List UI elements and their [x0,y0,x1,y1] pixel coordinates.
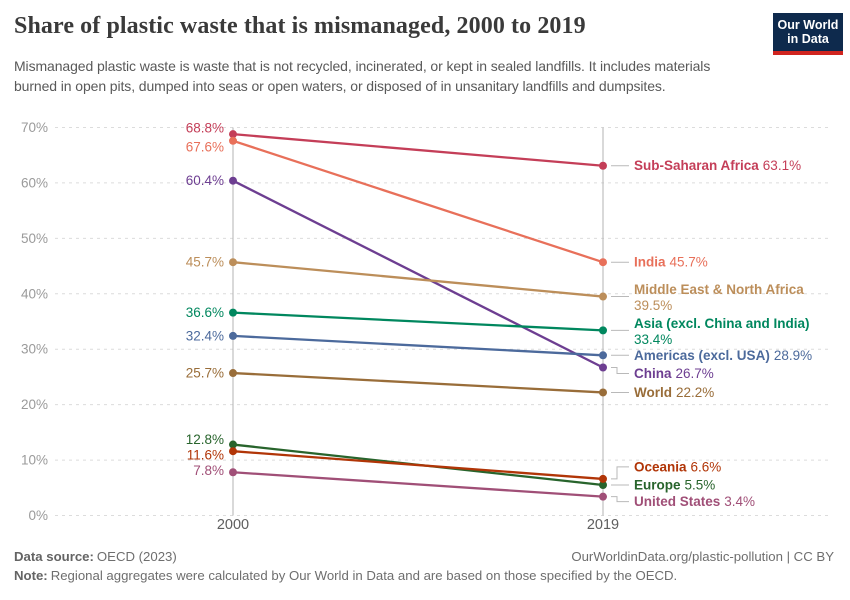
series-start-value-label: 36.6% [186,305,224,320]
series-line[interactable] [232,471,604,498]
series-start-value-label: 60.4% [186,173,224,188]
data-point-end[interactable] [599,481,607,490]
data-point-end[interactable] [599,363,607,372]
year-label: 2019 [587,517,619,533]
data-source-label: Data source: [14,549,94,564]
series-end-label: India 45.7% [634,255,708,270]
series-world[interactable]: 25.7% World 22.2% [186,366,715,400]
y-tick-label: 30% [21,342,48,357]
note: Note: Regional aggregates were calculated… [14,568,677,583]
y-tick-label: 40% [21,286,48,301]
series-line[interactable] [232,311,604,332]
data-point-start[interactable] [229,130,237,139]
data-point-start[interactable] [229,440,237,449]
y-tick-label: 20% [21,397,48,412]
data-point-end[interactable] [599,351,607,360]
series-name-label: Middle East & North Africa [634,282,804,297]
series-start-value-label: 67.6% [186,139,224,154]
citation-link[interactable]: OurWorldinData.org/plastic-pollution | C… [571,549,834,564]
series-sub-saharan-africa[interactable]: 68.8% Sub-Saharan Africa 63.1% [186,121,801,174]
data-point-end[interactable] [599,388,607,397]
series-line[interactable] [232,261,604,298]
series-line[interactable] [232,133,604,167]
series-oceania[interactable]: 11.6% Oceania 6.6% [187,447,722,483]
data-point-end[interactable] [599,258,607,267]
chart-subtitle: Mismanaged plastic waste is waste that i… [14,58,711,94]
data-point-start[interactable] [229,331,237,340]
chart-title: Share of plastic waste that is mismanage… [14,13,586,39]
series-end-value-label: 39.5% [634,298,672,313]
data-point-start[interactable] [229,136,237,145]
note-label: Note: [14,567,48,583]
series-end-label: Europe 5.5% [634,478,715,493]
owid-logo[interactable]: Our World in Data [773,13,843,55]
data-point-end[interactable] [599,326,607,335]
series-india[interactable]: 67.6% India 45.7% [186,136,708,270]
series-end-label: Sub-Saharan Africa 63.1% [634,158,801,173]
series-end-label: Oceania 6.6% [634,459,721,474]
data-point-end[interactable] [599,474,607,483]
series-end-value-label: 33.4% [634,332,672,347]
series-line[interactable] [232,179,604,369]
series-start-value-label: 7.8% [193,463,224,478]
series-start-value-label: 32.4% [186,328,224,343]
series-end-label: Americas (excl. USA) 28.9% [634,348,812,363]
data-point-start[interactable] [229,447,237,456]
series-line[interactable] [232,334,604,357]
footer: Data source: OECD (2023) OurWorldinData.o… [14,548,834,585]
series-united-states[interactable]: 7.8% United States 3.4% [193,463,755,509]
data-point-start[interactable] [229,468,237,477]
data-point-end[interactable] [599,492,607,501]
data-point-start[interactable] [229,308,237,317]
series-line[interactable] [232,371,604,394]
series-start-value-label: 45.7% [186,255,224,270]
series-name-label: Asia (excl. China and India) [634,316,810,331]
series-end-label: United States 3.4% [634,494,755,509]
slope-chart: 0% 10% 20% 30% 40% 50% 60% 70% 2000 2019 68.8% Sub-… [21,120,830,533]
series-line[interactable] [232,450,604,481]
series-start-value-label: 12.8% [186,432,224,447]
series-china[interactable]: 60.4% China 26.7% [186,173,714,381]
y-tick-label: 0% [28,508,48,523]
series-start-value-label: 25.7% [186,366,224,381]
series-end-label: China 26.7% [634,366,714,381]
data-point-end[interactable] [599,292,607,301]
label-connector [611,466,629,480]
data-point-end[interactable] [599,161,607,170]
series-asia-excl-china-and-india[interactable]: 36.6% Asia (excl. China and India)33.4% [186,305,810,347]
series-start-value-label: 11.6% [187,448,224,463]
series-start-value-label: 68.8% [186,121,224,136]
y-tick-label: 60% [21,175,48,190]
data-point-start[interactable] [229,176,237,185]
label-connector [611,367,629,375]
owid-logo-line2: in Data [787,32,829,46]
series-line[interactable] [232,139,604,264]
data-source: Data source: OECD (2023) [14,548,177,567]
series-end-label: World 22.2% [634,385,714,400]
label-connector [611,496,629,503]
owid-logo-line1: Our World [777,18,839,32]
y-tick-label: 10% [21,453,48,468]
data-point-start[interactable] [229,369,237,378]
data-source-value: OECD (2023) [96,549,177,564]
y-tick-label: 70% [21,120,48,135]
year-label: 2000 [217,517,249,533]
series-europe[interactable]: 12.8% Europe 5.5% [186,432,716,492]
series-americas-excl-usa[interactable]: 32.4% Americas (excl. USA) 28.9% [186,328,812,362]
note-value: Regional aggregates were calculated by O… [50,567,678,583]
y-tick-label: 50% [21,231,48,246]
data-point-start[interactable] [229,258,237,267]
